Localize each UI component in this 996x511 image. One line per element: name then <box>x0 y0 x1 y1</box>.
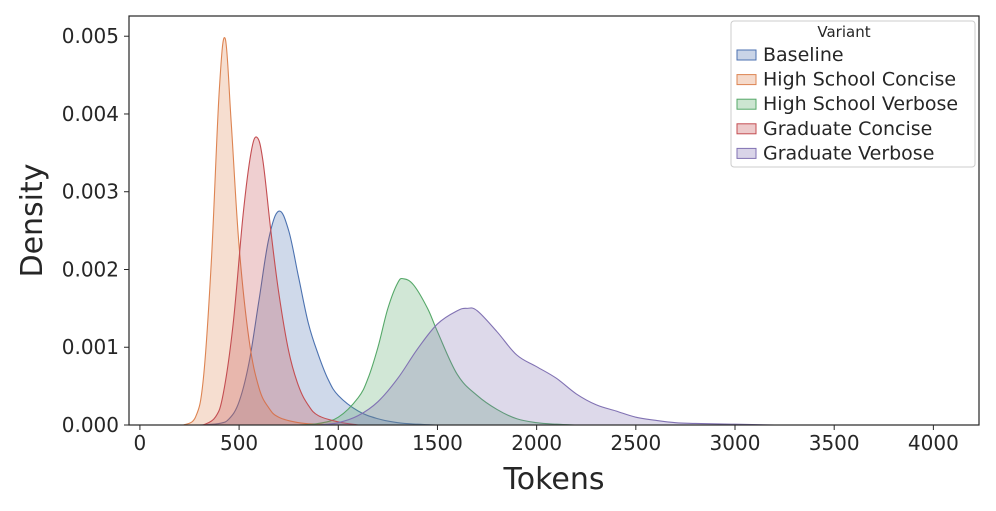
density-area-high-school-verbose <box>298 278 577 425</box>
legend-label: High School Verbose <box>763 93 958 115</box>
legend-label: Graduate Concise <box>763 118 932 140</box>
x-tick-label: 500 <box>220 431 258 455</box>
y-tick-label: 0.000 <box>62 413 119 437</box>
x-axis-title: Tokens <box>503 462 605 497</box>
plot-area <box>183 36 775 426</box>
legend: Variant Baseline High School ConciseHigh … <box>730 20 976 168</box>
x-tick-label: 1500 <box>412 431 463 455</box>
y-tick-label: 0.003 <box>62 180 119 204</box>
legend-swatch <box>736 49 757 61</box>
density-line-high-school-verbose <box>298 277 577 426</box>
density-line-high-school-concise <box>183 36 339 426</box>
x-tick-label: 1000 <box>313 431 364 455</box>
density-area-graduate-concise <box>203 136 359 426</box>
density-area-graduate-verbose <box>318 307 775 425</box>
legend-swatch <box>736 123 757 135</box>
legend-label: Graduate Verbose <box>763 142 934 164</box>
density-line-baseline <box>199 210 438 426</box>
density-area-baseline <box>199 211 438 425</box>
y-tick-label: 0.002 <box>62 257 119 281</box>
plot-frame <box>128 15 980 426</box>
x-tick-label: 3000 <box>710 431 761 455</box>
y-tick-label: 0.005 <box>62 24 119 48</box>
density-line-graduate-concise <box>203 136 359 426</box>
y-tick-label: 0.001 <box>62 335 119 359</box>
x-axis: 0 500 1000 1500 2000 2500 3000 3500 4000 <box>134 425 959 455</box>
legend-swatch <box>736 74 757 86</box>
y-axis: 0.000 0.001 0.002 0.003 0.004 0.005 <box>62 24 129 437</box>
y-axis-title: Density <box>15 163 50 277</box>
legend-swatch <box>736 147 757 159</box>
legend-swatch <box>736 98 757 110</box>
legend-label: High School Concise <box>763 69 956 91</box>
x-tick-label: 3500 <box>809 431 860 455</box>
x-tick-label: 0 <box>134 431 147 455</box>
legend-title: Variant <box>817 23 870 41</box>
legend-box <box>730 20 976 168</box>
y-tick-label: 0.004 <box>62 102 119 126</box>
density-line-graduate-verbose <box>318 307 775 426</box>
legend-label: Baseline <box>763 44 844 66</box>
x-tick-label: 2500 <box>610 431 661 455</box>
density-area-high-school-concise <box>183 37 339 425</box>
x-tick-label: 4000 <box>908 431 959 455</box>
x-tick-label: 2000 <box>511 431 562 455</box>
